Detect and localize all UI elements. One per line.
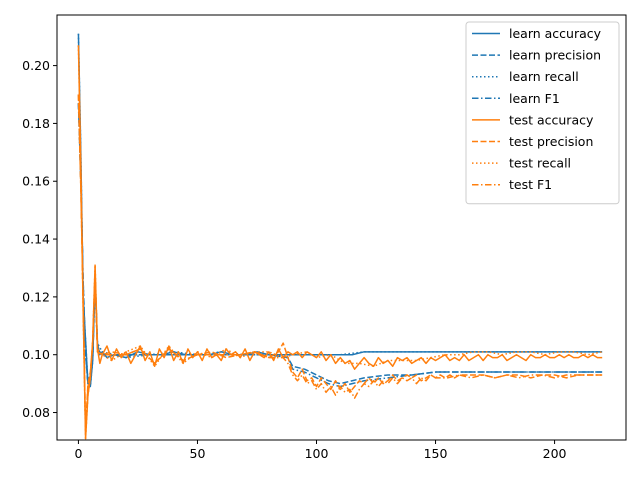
series-line-learn-accuracy [77, 33, 603, 388]
legend-label: test recall [509, 156, 571, 171]
legend-label: learn precision [509, 48, 601, 63]
legend-label: test accuracy [509, 112, 594, 127]
y-tick-label: 0.20 [22, 58, 50, 73]
x-axis: 0 50 100 150 200 [74, 440, 567, 461]
series-layer [77, 33, 603, 440]
y-axis: 0.08 0.10 0.12 0.14 0.16 0.18 0.20 [22, 58, 57, 420]
legend-label: learn recall [509, 69, 579, 84]
series-line-test-accuracy [77, 45, 603, 440]
y-tick-label: 0.18 [22, 116, 50, 131]
legend-box [465, 21, 620, 205]
x-tick-label: 0 [74, 446, 82, 461]
legend-label: learn accuracy [509, 26, 602, 41]
series-line-test-recall [77, 45, 603, 440]
legend-label: test F1 [509, 177, 552, 192]
legend: learn accuracy learn precision learn recal… [465, 21, 620, 205]
x-tick-label: 100 [305, 446, 329, 461]
series-line-test-f1 [77, 94, 603, 434]
x-tick-label: 200 [543, 446, 567, 461]
legend-label: test precision [509, 134, 593, 149]
x-tick-label: 50 [190, 446, 206, 461]
y-tick-label: 0.12 [22, 289, 50, 304]
legend-label: learn F1 [509, 91, 560, 106]
series-line-learn-f1 [77, 103, 603, 388]
x-tick-label: 150 [424, 446, 448, 461]
y-tick-label: 0.16 [22, 174, 50, 189]
y-tick-label: 0.10 [22, 347, 50, 362]
axes-frame [56, 14, 627, 441]
y-tick-label: 0.08 [22, 405, 50, 420]
y-tick-label: 0.14 [22, 232, 50, 247]
